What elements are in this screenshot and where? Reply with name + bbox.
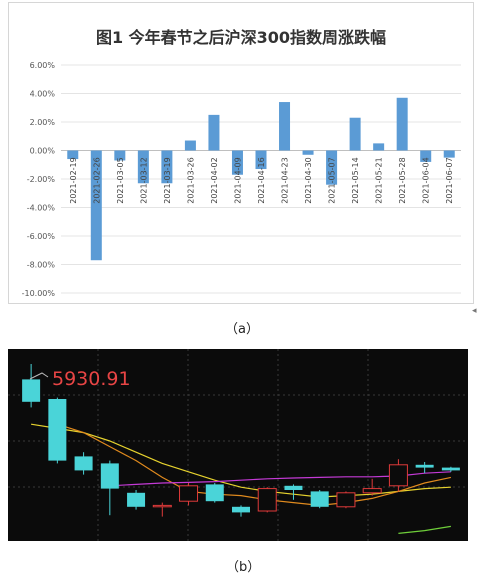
candle-body	[152, 504, 172, 508]
bar	[326, 150, 338, 185]
price-pointer	[29, 372, 49, 380]
candle-body	[232, 506, 250, 513]
x-tick-label: 2021-03-26	[186, 157, 195, 204]
x-tick-label: 2021-04-16	[257, 157, 266, 204]
x-tick-label: 2021-03-19	[163, 157, 172, 204]
chart-a-frame: 图1 今年春节之后沪深300指数周涨跌幅 6.00% 4.00% 2.00% 0.00…	[8, 2, 474, 304]
y-tick-label: -6.00%	[27, 232, 56, 241]
candle-body	[48, 399, 67, 461]
x-tick-label: 2021-05-28	[398, 157, 407, 204]
candle-body	[310, 491, 329, 507]
bar	[208, 114, 220, 151]
bar	[231, 150, 243, 175]
chart-title: 图1 今年春节之后沪深300指数周涨跌幅	[96, 28, 386, 47]
x-tick-label: 2021-05-14	[351, 157, 360, 204]
bar	[67, 150, 79, 160]
candle-body	[284, 485, 303, 490]
candle-body	[415, 464, 434, 468]
bar	[302, 150, 314, 155]
caption-a: （a）	[225, 322, 259, 337]
bar	[420, 150, 432, 162]
bar	[184, 140, 196, 151]
bar	[396, 97, 408, 151]
candle-body	[362, 488, 382, 494]
x-tick-label: 2021-03-05	[116, 157, 125, 204]
x-tick-label: 2021-06-07	[445, 157, 454, 204]
x-tick-label: 2021-04-23	[281, 157, 290, 204]
bar	[255, 150, 267, 170]
y-tick-label: 0.00%	[30, 147, 56, 156]
chart-b-frame: 5930.91	[8, 349, 468, 541]
bar	[443, 150, 455, 158]
candle-body	[257, 488, 277, 512]
y-tick-label: -10.00%	[22, 289, 56, 298]
x-tick-label: 2021-05-21	[375, 157, 384, 204]
candle-body	[441, 467, 460, 471]
anchor-mark: ◂	[472, 306, 477, 316]
moving-average-line	[31, 423, 451, 498]
price-label: 5930.91	[52, 368, 131, 390]
x-tick-label: 2021-04-09	[233, 157, 242, 204]
bar	[349, 117, 361, 151]
moving-average-line	[57, 423, 452, 507]
bar	[161, 150, 173, 184]
x-tick-label: 2021-03-12	[139, 157, 148, 204]
y-tick-label: 2.00%	[30, 118, 56, 127]
moving-average-line	[398, 525, 451, 534]
candle-body	[100, 463, 119, 489]
y-tick-label: -8.00%	[27, 261, 56, 270]
y-tick-label: -4.00%	[27, 204, 56, 213]
candle-body	[22, 379, 41, 402]
candle-body	[388, 464, 408, 487]
candlestick-chart: 5930.91	[8, 349, 468, 541]
y-tick-label: 4.00%	[30, 90, 56, 99]
candle-body	[74, 456, 93, 471]
x-tick-label: 2021-04-30	[304, 157, 313, 204]
candle-body	[179, 485, 199, 502]
bar	[114, 150, 126, 161]
x-tick-label: 2021-05-07	[328, 157, 337, 204]
y-tick-label: -2.00%	[27, 175, 56, 184]
candle-body	[205, 484, 224, 502]
x-tick-label: 2021-06-04	[422, 157, 431, 204]
x-tick-label: 2021-02-26	[92, 157, 101, 204]
candle-body	[127, 492, 146, 507]
bar	[137, 150, 149, 184]
x-tick-label: 2021-02-19	[69, 157, 78, 204]
weekly-change-bar-chart: 图1 今年春节之后沪深300指数周涨跌幅 6.00% 4.00% 2.00% 0.00…	[22, 28, 461, 298]
y-tick-label: 6.00%	[30, 61, 56, 70]
x-tick-label: 2021-04-02	[210, 157, 219, 204]
candle-body	[336, 492, 356, 508]
bar	[90, 150, 102, 261]
caption-b: （b）	[226, 560, 261, 575]
bar	[373, 143, 385, 151]
bar	[279, 102, 291, 151]
